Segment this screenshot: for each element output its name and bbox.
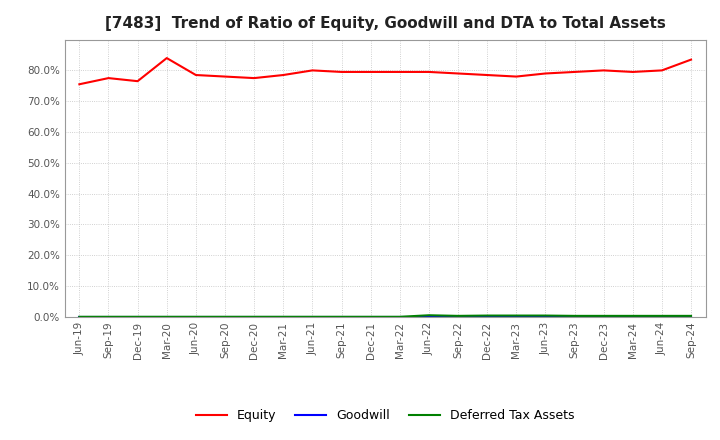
Title: [7483]  Trend of Ratio of Equity, Goodwill and DTA to Total Assets: [7483] Trend of Ratio of Equity, Goodwil… — [105, 16, 665, 32]
Deferred Tax Assets — [483, 313, 492, 318]
Deferred Tax Assets — [395, 314, 404, 319]
Goodwill — [541, 314, 550, 319]
Equity — [483, 72, 492, 77]
Equity — [308, 68, 317, 73]
Goodwill — [220, 314, 229, 319]
Deferred Tax Assets — [279, 314, 287, 319]
Equity — [425, 69, 433, 74]
Line: Deferred Tax Assets: Deferred Tax Assets — [79, 315, 691, 317]
Equity — [657, 68, 666, 73]
Deferred Tax Assets — [570, 313, 579, 319]
Goodwill — [75, 314, 84, 319]
Legend: Equity, Goodwill, Deferred Tax Assets: Equity, Goodwill, Deferred Tax Assets — [191, 404, 580, 427]
Deferred Tax Assets — [192, 314, 200, 319]
Deferred Tax Assets — [629, 313, 637, 319]
Goodwill — [599, 314, 608, 319]
Equity — [75, 81, 84, 87]
Equity — [220, 74, 229, 79]
Equity — [687, 57, 696, 62]
Deferred Tax Assets — [366, 314, 375, 319]
Goodwill — [250, 314, 258, 319]
Deferred Tax Assets — [512, 313, 521, 318]
Equity — [454, 71, 462, 76]
Equity — [541, 71, 550, 76]
Goodwill — [629, 314, 637, 319]
Deferred Tax Assets — [425, 312, 433, 318]
Goodwill — [104, 314, 113, 319]
Deferred Tax Assets — [133, 314, 142, 319]
Goodwill — [308, 314, 317, 319]
Goodwill — [192, 314, 200, 319]
Deferred Tax Assets — [250, 314, 258, 319]
Goodwill — [337, 314, 346, 319]
Deferred Tax Assets — [337, 314, 346, 319]
Deferred Tax Assets — [657, 313, 666, 319]
Equity — [279, 72, 287, 77]
Equity — [395, 69, 404, 74]
Deferred Tax Assets — [599, 313, 608, 319]
Deferred Tax Assets — [220, 314, 229, 319]
Goodwill — [657, 314, 666, 319]
Deferred Tax Assets — [454, 313, 462, 319]
Equity — [512, 74, 521, 79]
Goodwill — [279, 314, 287, 319]
Equity — [163, 55, 171, 61]
Goodwill — [483, 314, 492, 319]
Deferred Tax Assets — [308, 314, 317, 319]
Equity — [133, 78, 142, 84]
Equity — [337, 69, 346, 74]
Goodwill — [512, 314, 521, 319]
Equity — [599, 68, 608, 73]
Goodwill — [366, 314, 375, 319]
Goodwill — [687, 314, 696, 319]
Equity — [104, 75, 113, 81]
Equity — [250, 75, 258, 81]
Deferred Tax Assets — [104, 314, 113, 319]
Goodwill — [570, 314, 579, 319]
Goodwill — [425, 314, 433, 319]
Equity — [570, 69, 579, 74]
Equity — [629, 69, 637, 74]
Line: Equity: Equity — [79, 58, 691, 84]
Deferred Tax Assets — [163, 314, 171, 319]
Goodwill — [133, 314, 142, 319]
Deferred Tax Assets — [75, 314, 84, 319]
Goodwill — [395, 314, 404, 319]
Deferred Tax Assets — [541, 313, 550, 318]
Equity — [192, 72, 200, 77]
Equity — [366, 69, 375, 74]
Deferred Tax Assets — [687, 313, 696, 319]
Goodwill — [163, 314, 171, 319]
Goodwill — [454, 314, 462, 319]
